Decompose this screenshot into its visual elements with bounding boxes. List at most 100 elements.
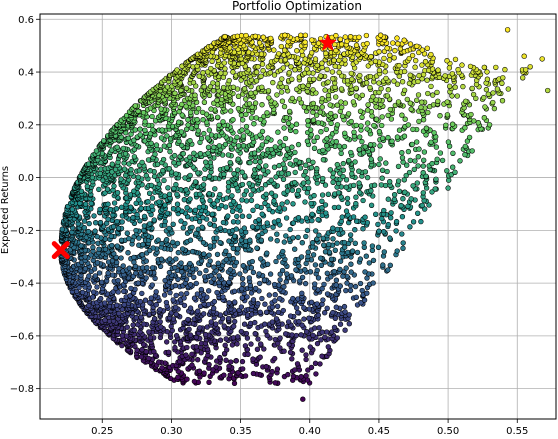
portfolio-point xyxy=(108,233,114,239)
portfolio-point xyxy=(412,158,418,164)
portfolio-point xyxy=(420,163,426,169)
portfolio-point xyxy=(149,113,155,120)
portfolio-point xyxy=(160,167,166,174)
portfolio-point xyxy=(191,378,198,385)
portfolio-point xyxy=(206,379,212,385)
portfolio-point xyxy=(307,344,313,350)
portfolio-point xyxy=(170,221,176,227)
portfolio-point xyxy=(247,320,254,327)
portfolio-point xyxy=(221,323,227,329)
portfolio-point xyxy=(277,345,283,351)
portfolio-point xyxy=(368,156,374,162)
portfolio-point xyxy=(527,64,533,70)
portfolio-point xyxy=(339,104,345,111)
portfolio-point xyxy=(243,198,250,204)
portfolio-point xyxy=(352,240,358,246)
portfolio-point xyxy=(173,181,179,188)
portfolio-point xyxy=(412,64,418,70)
portfolio-point xyxy=(142,119,148,125)
portfolio-point xyxy=(369,243,376,249)
portfolio-point xyxy=(401,68,408,75)
portfolio-point xyxy=(160,156,167,163)
portfolio-point xyxy=(274,92,280,98)
portfolio-point xyxy=(273,258,279,265)
portfolio-point xyxy=(149,282,155,288)
portfolio-point xyxy=(172,152,178,159)
portfolio-point xyxy=(331,324,338,331)
portfolio-point xyxy=(245,351,251,357)
portfolio-point xyxy=(521,53,527,59)
portfolio-point xyxy=(214,97,220,103)
portfolio-point xyxy=(419,99,425,105)
portfolio-point xyxy=(379,175,385,181)
portfolio-point xyxy=(450,150,456,156)
portfolio-point xyxy=(119,219,125,225)
portfolio-point xyxy=(428,51,434,58)
portfolio-point xyxy=(249,258,255,265)
portfolio-point xyxy=(206,288,212,294)
portfolio-point xyxy=(263,191,269,197)
portfolio-point xyxy=(230,219,237,225)
portfolio-point xyxy=(292,149,298,156)
portfolio-point xyxy=(277,222,283,228)
portfolio-point xyxy=(322,202,329,208)
portfolio-point xyxy=(315,312,321,318)
portfolio-point xyxy=(373,104,379,110)
portfolio-point xyxy=(175,249,181,256)
portfolio-point xyxy=(246,213,252,219)
portfolio-point xyxy=(333,304,339,310)
portfolio-point xyxy=(133,270,139,276)
portfolio-point xyxy=(268,236,274,242)
portfolio-point xyxy=(368,53,374,60)
portfolio-point xyxy=(369,113,375,119)
portfolio-point xyxy=(280,307,286,314)
portfolio-point xyxy=(383,160,389,166)
portfolio-point xyxy=(391,55,397,61)
portfolio-point xyxy=(385,196,391,202)
portfolio-point xyxy=(164,210,171,216)
portfolio-point xyxy=(238,32,245,39)
portfolio-point xyxy=(352,283,359,290)
portfolio-point xyxy=(220,294,226,300)
portfolio-point xyxy=(125,135,131,141)
portfolio-point xyxy=(410,219,417,225)
portfolio-point xyxy=(170,206,177,212)
portfolio-point xyxy=(162,277,168,284)
portfolio-point xyxy=(359,287,365,294)
portfolio-point xyxy=(259,142,266,148)
portfolio-point xyxy=(358,123,364,129)
portfolio-point xyxy=(141,321,147,327)
portfolio-point xyxy=(353,294,359,300)
portfolio-point xyxy=(94,260,101,266)
portfolio-point xyxy=(302,267,308,273)
portfolio-point xyxy=(324,66,330,73)
portfolio-point xyxy=(149,195,156,201)
portfolio-point xyxy=(415,163,421,169)
portfolio-point xyxy=(146,329,152,335)
portfolio-point xyxy=(149,265,156,271)
portfolio-point xyxy=(283,215,290,221)
portfolio-point xyxy=(449,71,455,77)
portfolio-point xyxy=(411,166,417,173)
portfolio-point xyxy=(361,240,367,246)
y-tick-label: −0.6 xyxy=(10,331,34,342)
portfolio-point xyxy=(279,76,285,82)
portfolio-point xyxy=(259,61,266,67)
portfolio-point xyxy=(104,186,111,192)
portfolio-point xyxy=(158,106,164,112)
y-tick-label: −0.4 xyxy=(10,279,34,290)
portfolio-point xyxy=(147,299,153,306)
portfolio-point xyxy=(178,218,184,224)
y-tick-label: 0.0 xyxy=(18,173,34,184)
portfolio-point xyxy=(281,239,287,245)
portfolio-point xyxy=(309,211,315,217)
portfolio-point xyxy=(402,116,408,122)
portfolio-point xyxy=(151,217,157,223)
portfolio-point xyxy=(255,336,261,342)
portfolio-point xyxy=(173,311,179,317)
portfolio-point xyxy=(293,121,300,127)
portfolio-point xyxy=(259,211,265,217)
portfolio-point xyxy=(187,260,193,267)
y-tick-label: 0.2 xyxy=(18,120,34,131)
portfolio-point xyxy=(174,67,180,73)
